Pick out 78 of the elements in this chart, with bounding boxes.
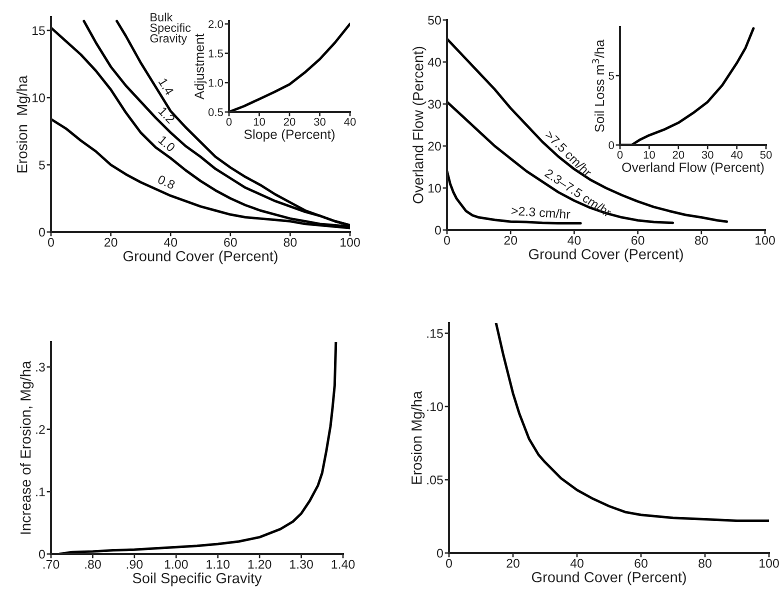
y-tick-label: .15 [427,329,443,338]
x-tick-label: 0 [226,118,232,126]
y-tick-label: 50 [428,16,441,25]
x-tick-label: 20 [284,118,296,126]
x-tick-label: 1.10 [206,560,230,569]
x-axis-title: Ground Cover (Percent) [528,248,683,262]
y-tick-label: 0 [38,228,45,237]
x-tick-label: 1.20 [248,560,272,569]
x-tick-label: 0 [446,558,452,568]
x-tick-label: 10 [644,150,655,159]
x-tick-label: 60 [634,558,648,568]
y-tick-label: 30 [428,100,441,109]
x-axis-title: Ground Cover (Percent) [532,572,686,586]
x-tick-label: 0 [617,150,623,159]
y-tick-label: 40 [428,58,441,67]
x-tick-label: 50 [760,150,772,159]
y-tick-label: 0 [436,548,443,558]
y-axis-title: Soil Loss m$^{3}$/ha [592,40,604,132]
x-tick-label: .90 [126,560,143,569]
x-tick-label: 40 [344,118,356,126]
annotation: 1.4 [158,78,174,96]
x-tick-label: .80 [85,560,101,569]
x-tick-label: 40 [570,558,584,568]
y-tick-label: 2.0 [208,20,224,28]
x-axis-title: Ground Cover (Percent) [123,250,278,264]
y-tick-label: 5 [38,160,45,170]
x-tick-label: 60 [224,238,237,247]
x-tick-label: 10 [254,118,265,126]
annotation: 0.8 [157,174,176,190]
y-tick-label: 20 [428,142,441,151]
annotation: 1.2 [158,106,176,124]
y-tick-label: .3 [36,362,45,372]
y-tick-label: 1.5 [208,50,223,58]
y-tick-label: 0 [434,226,441,235]
annotation: 1.0 [158,135,176,152]
x-tick-label: .70 [43,560,60,569]
x-axis-title: Soil Specific Gravity [132,572,262,586]
x-tick-label: 80 [284,238,297,247]
y-tick-label: 0.5 [208,108,223,116]
x-tick-label: 100 [760,558,779,568]
x-tick-label: 30 [314,118,326,126]
x-tick-label: 20 [672,150,684,159]
x-axis-title: Slope (Percent) [244,129,335,142]
y-axis-title: Overland Flow (Percent) [412,46,426,204]
y-tick-label: .10 [427,402,443,412]
y-tick-label: 10 [32,93,45,102]
y-axis-title: Adjustment [194,34,207,100]
x-axis-title: Overland Flow (Percent) [622,162,764,175]
y-axis-title: Increase of Erosion, Mg/ha [20,360,34,534]
x-tick-label: 0 [444,236,450,245]
y-tick-label: .05 [427,476,443,484]
x-tick-label: 1.00 [164,560,188,569]
annotation: Bulk Specific Gravity [150,12,191,45]
x-tick-label: 40 [730,150,743,159]
y-tick-label: 5 [608,72,614,80]
x-tick-label: 100 [756,236,775,245]
y-axis-title: Erosion Mg/ha [16,75,30,172]
x-tick-label: 80 [694,236,708,245]
y-tick-label: 10 [428,184,441,193]
y-tick-label: 15 [32,26,45,36]
x-tick-label: 30 [702,150,714,159]
x-tick-label: 0 [48,238,54,247]
x-tick-label: 60 [631,236,644,245]
x-tick-label: 1.40 [332,560,355,569]
x-tick-label: 100 [340,238,360,247]
x-tick-label: 20 [504,236,518,245]
x-tick-label: 40 [568,236,581,245]
x-tick-label: 20 [506,558,520,568]
x-tick-label: 40 [164,238,178,247]
y-tick-label: .1 [36,488,45,496]
y-tick-label: 1.0 [208,78,224,87]
annotation: >2.3 cm/hr [511,206,570,219]
x-tick-label: 1.30 [290,560,313,569]
x-tick-label: 20 [104,238,118,247]
y-tick-label: 0 [38,550,45,559]
x-tick-label: 80 [698,558,712,568]
y-axis-title: Erosion Mg/ha [411,390,425,484]
y-tick-label: .2 [36,425,45,434]
